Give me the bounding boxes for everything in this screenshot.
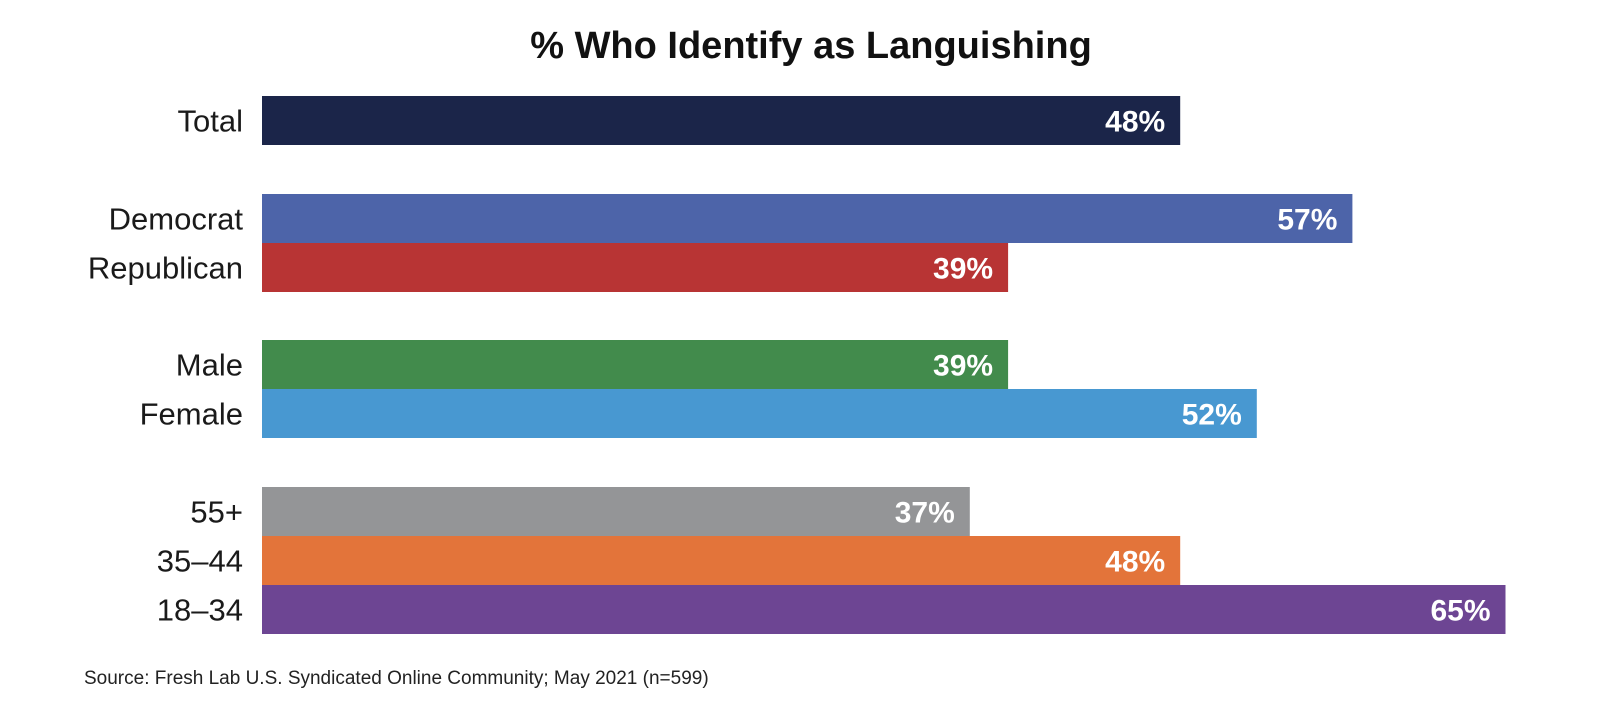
bar-6 (262, 536, 1181, 585)
bar-1 (262, 194, 1353, 243)
bar-4 (262, 389, 1257, 438)
category-label-5: 55+ (190, 495, 243, 530)
category-label-4: Female (140, 397, 243, 432)
bar-0 (262, 96, 1181, 145)
category-label-2: Republican (88, 251, 243, 286)
value-label-6: 48% (1105, 546, 1165, 579)
bar-3 (262, 340, 1009, 389)
category-label-3: Male (176, 348, 243, 383)
bar-5 (262, 487, 970, 536)
value-label-4: 52% (1182, 399, 1242, 432)
category-label-0: Total (178, 104, 243, 139)
value-label-7: 65% (1430, 595, 1490, 628)
bar-7 (262, 585, 1506, 634)
value-label-5: 37% (895, 497, 955, 530)
bar-2 (262, 243, 1009, 292)
category-label-6: 35–44 (157, 544, 243, 579)
value-label-3: 39% (933, 350, 993, 383)
category-label-7: 18–34 (157, 593, 243, 628)
source-note: Source: Fresh Lab U.S. Syndicated Online… (84, 668, 709, 689)
value-label-2: 39% (933, 253, 993, 286)
chart-title: % Who Identify as Languishing (530, 25, 1092, 67)
category-label-1: Democrat (109, 202, 244, 237)
value-label-1: 57% (1277, 204, 1337, 237)
value-label-0: 48% (1105, 106, 1165, 139)
bars-layer: Total 48% Democrat 57% Republican 39% Male 39% F… (88, 96, 1506, 634)
